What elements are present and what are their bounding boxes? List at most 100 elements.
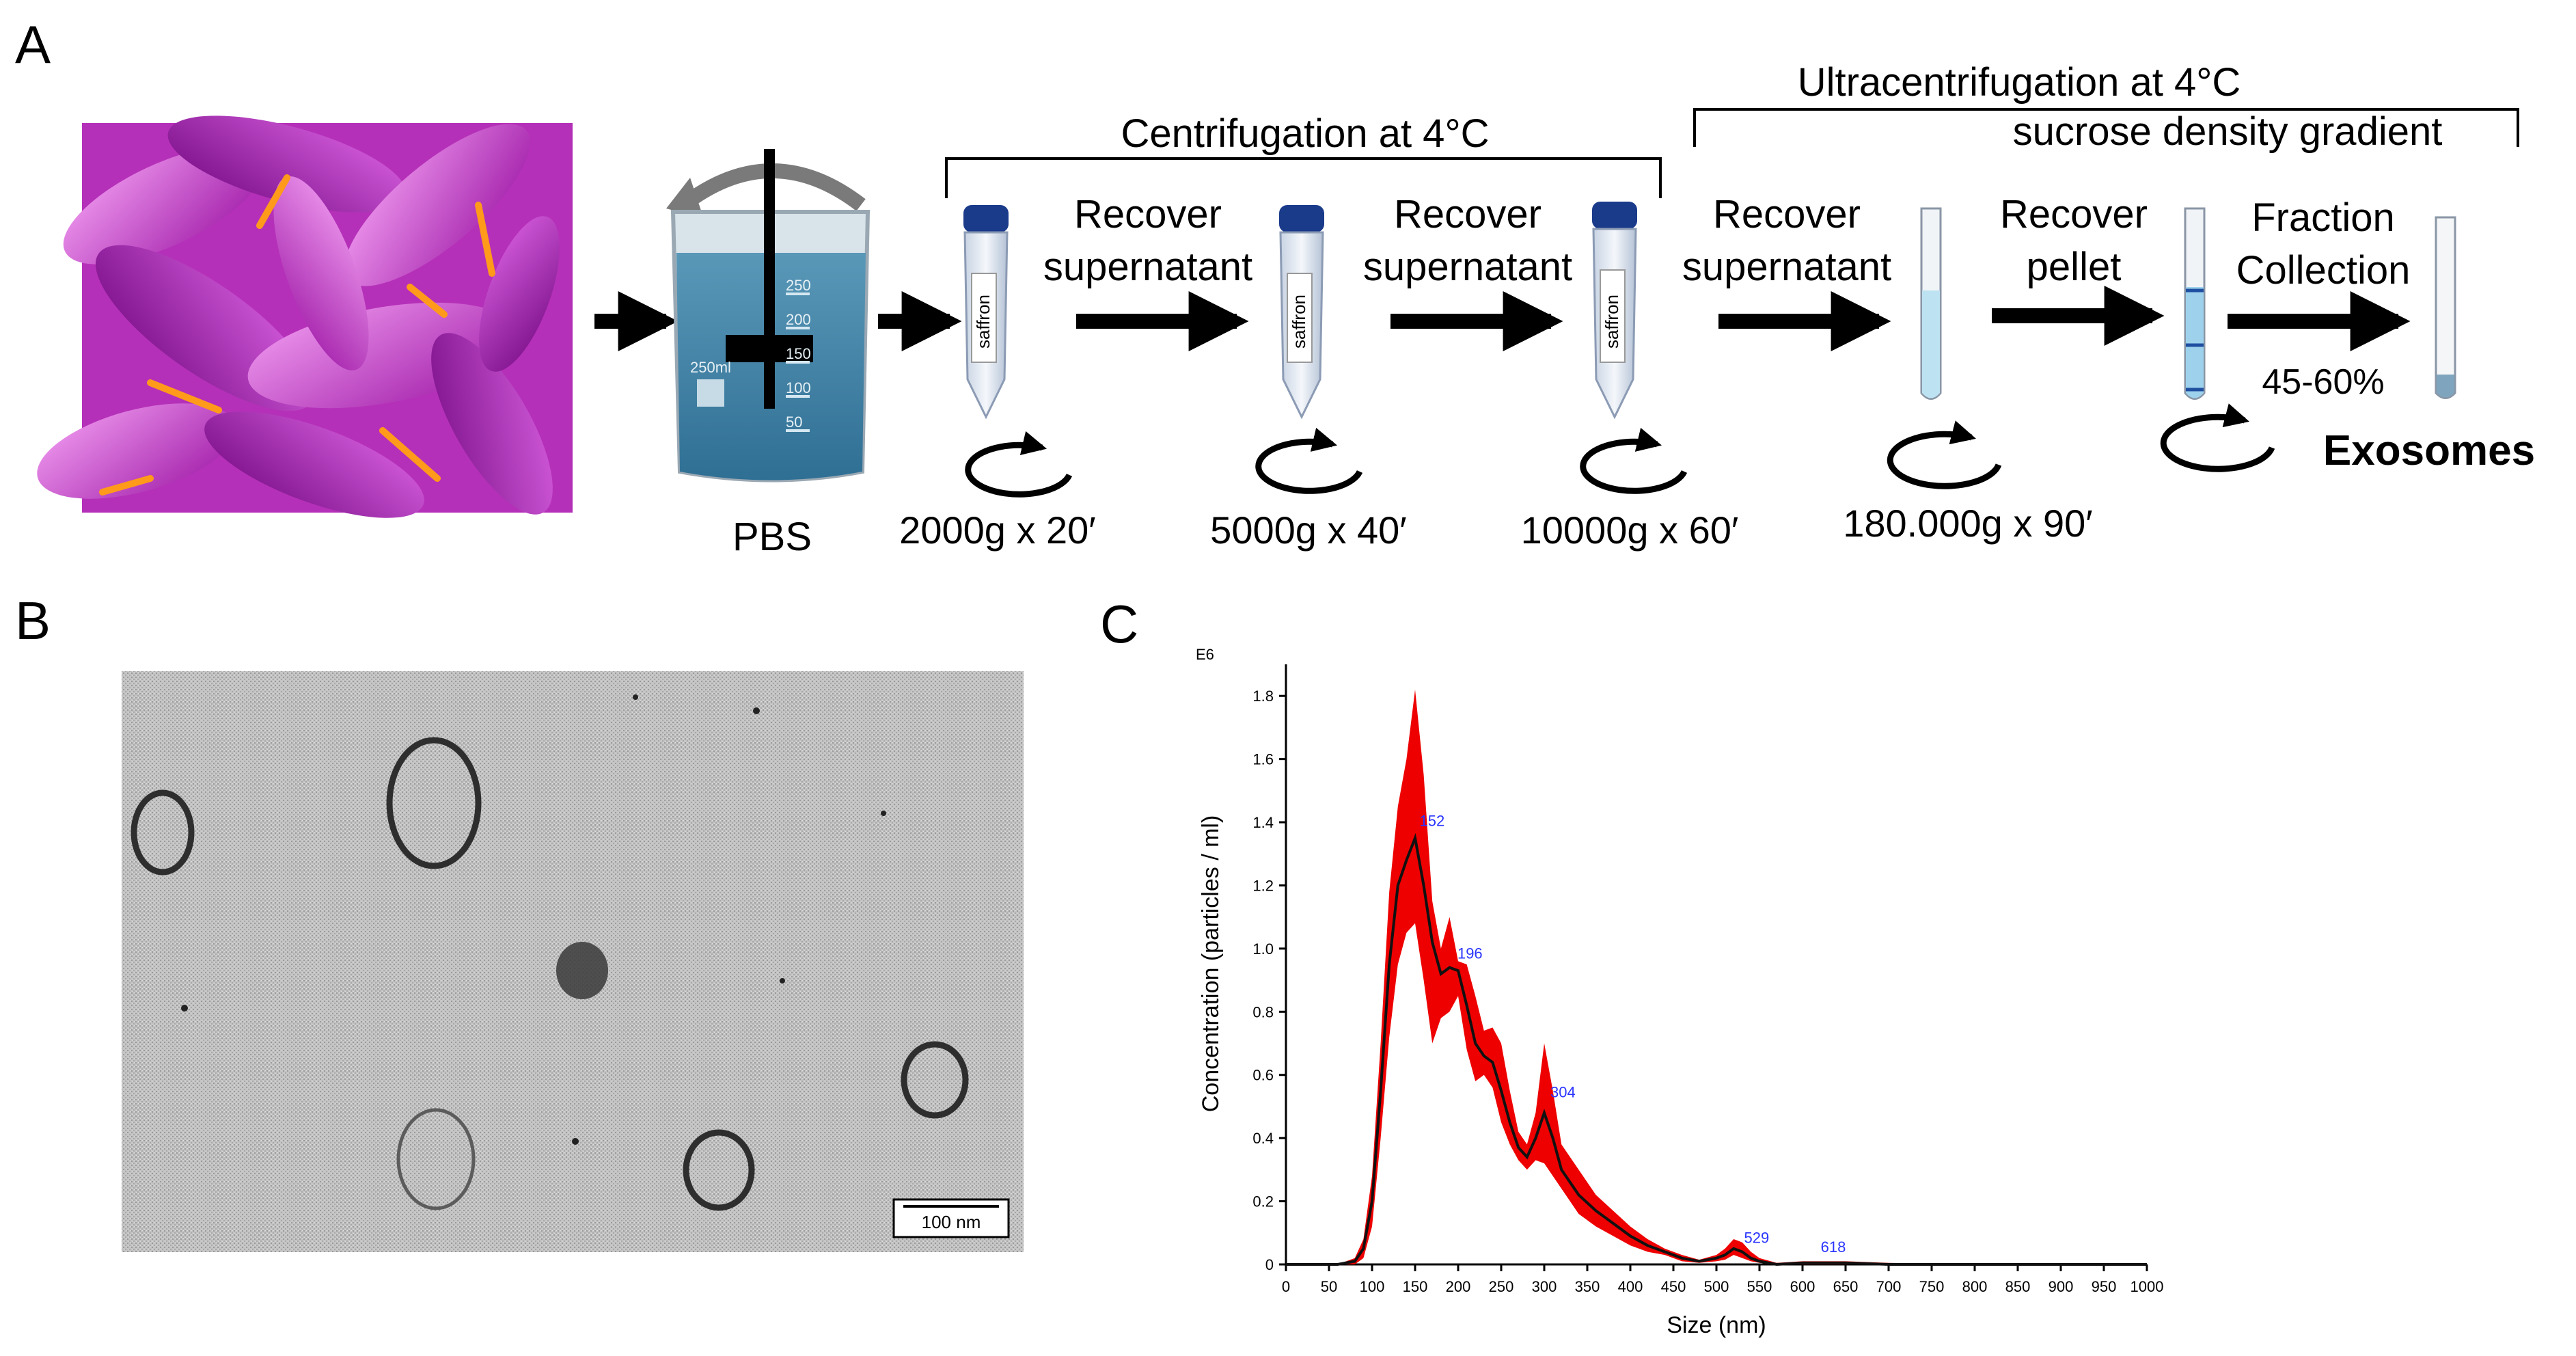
beaker-icon: 250 200 150 100 50 250ml <box>666 149 871 483</box>
falcon-tube-1: saffron <box>963 205 1009 420</box>
vesicle <box>901 1041 969 1119</box>
falcon-tube-3: saffron <box>1592 202 1637 420</box>
x-tick-label: 750 <box>1919 1278 1945 1295</box>
falcon-tube-2: saffron <box>1279 205 1324 420</box>
x-tick-label: 1000 <box>2130 1278 2164 1295</box>
rotation-icon-1 <box>965 431 1073 498</box>
ultra-tube-1 <box>1920 207 1942 400</box>
x-tick-label: 850 <box>2005 1278 2031 1295</box>
svg-text:Recover: Recover <box>1074 192 1222 236</box>
svg-text:pellet: pellet <box>2027 245 2122 289</box>
y-tick-label: 0.2 <box>1252 1193 1274 1210</box>
peak-label: 304 <box>1550 1084 1576 1101</box>
ultra-tube-3 <box>2435 216 2456 399</box>
rotation-icon-3 <box>1580 427 1688 494</box>
svg-text:Collection: Collection <box>2236 248 2411 293</box>
x-tick-label: 0 <box>1282 1278 1290 1295</box>
svg-text:250ml: 250ml <box>690 359 731 376</box>
panel-label-a: A <box>15 14 51 74</box>
svg-text:150: 150 <box>786 345 811 362</box>
y-tick-label: 1.4 <box>1252 814 1274 831</box>
vesicle <box>683 1129 755 1211</box>
spin-label-4: 180.000g x 90′ <box>1843 502 2092 545</box>
y-tick-label: 0.6 <box>1252 1067 1274 1084</box>
svg-text:Recover: Recover <box>2000 192 2148 236</box>
step-label-4: Recover pellet <box>2000 192 2148 289</box>
spin-label-3: 10000g x 60′ <box>1521 508 1739 552</box>
peak-label: 618 <box>1821 1238 1846 1256</box>
x-tick-label: 200 <box>1446 1278 1471 1295</box>
vesicle <box>556 942 608 999</box>
svg-text:Fraction: Fraction <box>2251 195 2395 240</box>
peak-label: 152 <box>1420 812 1445 829</box>
centrifugation-bracket <box>945 157 1662 198</box>
peak-label: 196 <box>1457 945 1483 962</box>
y-tick-label: 0.4 <box>1252 1130 1274 1147</box>
nta-chart: E6 0 0.2 0.4 0.6 0.8 1.0 1.2 1.4 1.6 1.8 0 50 100 15… <box>1196 646 2163 1338</box>
svg-text:250: 250 <box>786 277 811 294</box>
x-tick-label: 250 <box>1489 1278 1514 1295</box>
x-tick-label: 550 <box>1747 1278 1772 1295</box>
tem-micrograph: 100 nm <box>122 671 1024 1252</box>
concentration-error-band <box>1286 690 2147 1264</box>
x-tick-label: 500 <box>1704 1278 1729 1295</box>
x-axis-label: Size (nm) <box>1667 1312 1766 1338</box>
rotation-icon-4 <box>1887 420 2002 489</box>
step-label-2: Recover supernatant <box>1363 192 1572 289</box>
scale-bar-label: 100 nm <box>922 1212 981 1232</box>
x-tick-label: 100 <box>1360 1278 1385 1295</box>
panel-label-b: B <box>15 591 51 651</box>
y-tick-label: 1.8 <box>1252 688 1274 705</box>
concentration-mean-line <box>1286 832 2147 1266</box>
svg-text:saffron: saffron <box>973 295 994 349</box>
svg-text:Recover: Recover <box>1713 192 1861 236</box>
vesicle <box>396 1108 476 1210</box>
svg-text:Recover: Recover <box>1394 192 1542 236</box>
ultracentrifugation-header: Ultracentrifugation at 4°C <box>1798 60 2241 105</box>
svg-text:supernatant: supernatant <box>1363 245 1572 289</box>
y-tick-label: 1.0 <box>1252 940 1274 958</box>
beaker-label: PBS <box>732 515 812 559</box>
peak-label: 529 <box>1744 1229 1770 1246</box>
vesicle <box>386 737 482 869</box>
svg-text:100: 100 <box>786 379 811 396</box>
x-tick-label: 650 <box>1833 1278 1859 1295</box>
result-label: Exosomes <box>2323 427 2535 474</box>
x-tick-label: 300 <box>1532 1278 1557 1295</box>
step-label-1: Recover supernatant <box>1043 192 1252 289</box>
y-multiplier: E6 <box>1196 646 1214 663</box>
svg-text:saffron: saffron <box>1602 295 1622 349</box>
svg-text:supernatant: supernatant <box>1043 245 1252 289</box>
rotation-icon-5 <box>2160 403 2275 472</box>
x-tick-label: 150 <box>1403 1278 1428 1295</box>
x-tick-label: 350 <box>1575 1278 1600 1295</box>
vesicle <box>131 789 195 876</box>
step-label-5: Fraction Collection <box>2236 195 2411 293</box>
y-tick-label: 1.2 <box>1252 877 1274 894</box>
ultracentrifugation-bracket <box>1693 108 2519 147</box>
svg-text:saffron: saffron <box>1289 295 1309 349</box>
svg-text:supernatant: supernatant <box>1682 245 1891 289</box>
svg-text:50: 50 <box>786 413 802 431</box>
x-tick-label: 450 <box>1661 1278 1686 1295</box>
y-tick-label: 0.8 <box>1252 1003 1274 1020</box>
panel-label-c: C <box>1100 594 1138 654</box>
step-label-3: Recover supernatant <box>1682 192 1891 289</box>
y-tick-label: 0 <box>1265 1256 1274 1273</box>
y-axis-label: Concentration (particles / ml) <box>1198 815 1224 1113</box>
x-tick-label: 400 <box>1618 1278 1643 1295</box>
y-tick-label: 1.6 <box>1252 751 1274 768</box>
x-tick-label: 950 <box>2092 1278 2117 1295</box>
x-tick-label: 900 <box>2049 1278 2074 1295</box>
rotation-icon-2 <box>1255 427 1363 494</box>
x-tick-label: 600 <box>1790 1278 1815 1295</box>
ultracentrifugation-subheader: sucrose density gradient <box>2013 109 2443 154</box>
centrifugation-header: Centrifugation at 4°C <box>1121 111 1489 156</box>
fraction-range: 45-60% <box>2262 362 2384 402</box>
ultra-tube-2 <box>2184 207 2206 400</box>
x-tick-label: 50 <box>1321 1278 1337 1295</box>
saffron-flowers-photo <box>37 116 573 518</box>
spin-label-2: 5000g x 40′ <box>1210 508 1407 552</box>
spin-label-1: 2000g x 20′ <box>899 508 1096 552</box>
x-tick-label: 800 <box>1962 1278 1988 1295</box>
